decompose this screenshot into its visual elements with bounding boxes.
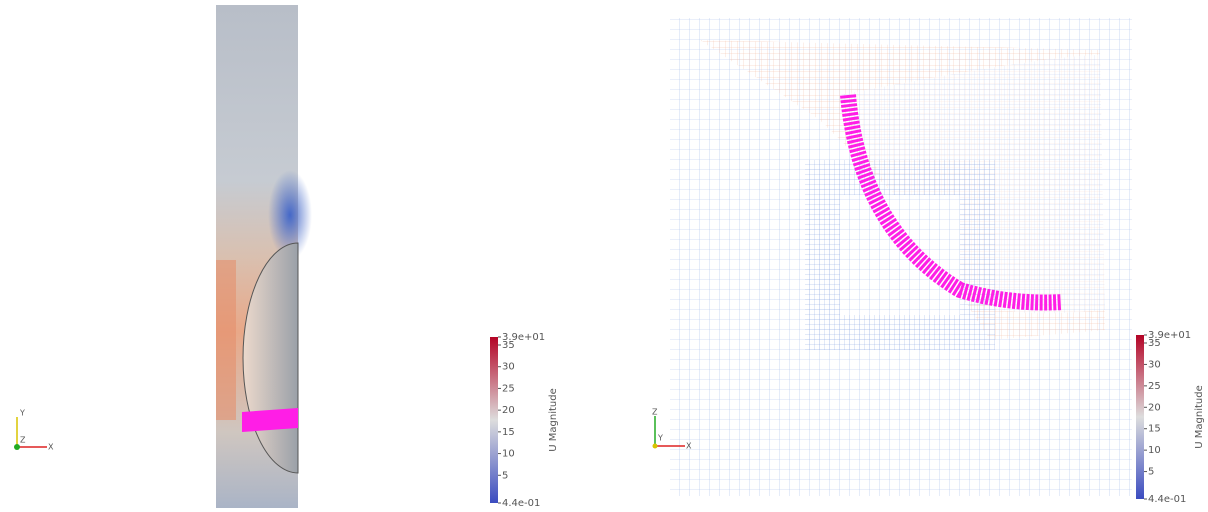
colorbar-label: 15 <box>502 427 515 438</box>
colorbar-label: 10 <box>1148 445 1161 456</box>
colorbar-label: 4.4e-01 <box>502 498 540 508</box>
axis-label: Y <box>657 434 663 443</box>
colorbar-label: 30 <box>502 362 515 373</box>
axis-label: Z <box>652 408 658 417</box>
right-view: Z Y X <box>652 18 1132 496</box>
colorbar-title: U Magnitude <box>548 388 559 451</box>
colorbar-label: 35 <box>1148 338 1161 349</box>
colorbar-label: 20 <box>502 405 515 416</box>
flow-region <box>216 260 236 420</box>
axis-label: X <box>686 442 692 451</box>
colorbar-label: 20 <box>1148 402 1161 413</box>
screenshot: Y Z X Z Y X 3.9e+0135302520151054.4e-01U… <box>0 0 1208 508</box>
colorbar-label: 15 <box>1148 424 1161 435</box>
colorbar-label: 4.4e-01 <box>1148 494 1186 505</box>
mesh-hole <box>840 195 960 315</box>
colorbar <box>490 337 498 503</box>
colorbar-label: 5 <box>1148 467 1154 478</box>
axes-triad: Y Z X <box>14 409 54 452</box>
axis-label: X <box>48 443 54 452</box>
colorbar-label: 5 <box>502 470 508 481</box>
colorbar-label: 25 <box>502 383 515 394</box>
colorbar-label: 10 <box>502 449 515 460</box>
colorbar-label: 35 <box>502 340 515 351</box>
colorbar-label: 30 <box>1148 359 1161 370</box>
axis-label: Z <box>20 436 26 445</box>
colorbar-title: U Magnitude <box>1194 385 1205 448</box>
colorbar-label: 25 <box>1148 381 1161 392</box>
axis-label: Y <box>19 409 25 418</box>
particles <box>242 408 298 432</box>
left-view: Y Z X <box>14 5 312 508</box>
colorbar <box>1136 335 1144 499</box>
